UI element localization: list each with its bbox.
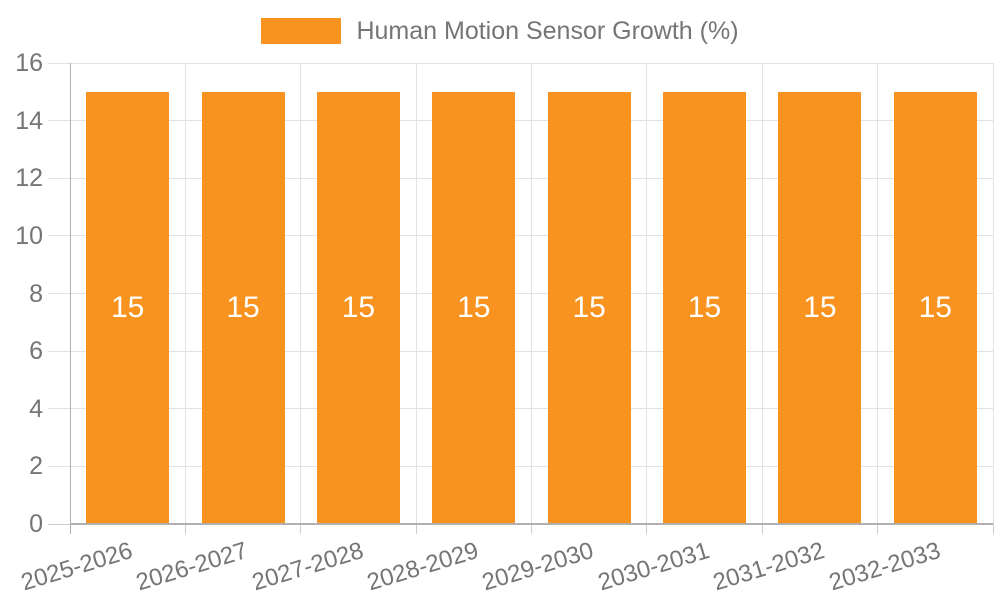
x-tick xyxy=(531,524,532,534)
bar[interactable] xyxy=(201,91,285,524)
x-tick xyxy=(184,524,186,534)
y-tick-label: 8 xyxy=(29,279,43,308)
bar[interactable] xyxy=(778,91,862,524)
y-tick-label: 14 xyxy=(15,106,43,135)
bar-value-label: 15 xyxy=(918,290,952,324)
y-tick-label: 10 xyxy=(15,221,43,250)
y-gridline xyxy=(48,177,993,179)
y-gridline xyxy=(48,235,993,237)
v-gridline xyxy=(184,63,186,524)
v-gridline xyxy=(761,63,763,524)
x-tick-label: 2030-2031 xyxy=(594,537,713,597)
x-tick-label: 2025-2026 xyxy=(17,537,136,597)
v-gridline xyxy=(877,63,879,524)
y-gridline xyxy=(48,120,993,122)
bar[interactable] xyxy=(547,91,631,524)
x-tick-label: 2031-2032 xyxy=(710,537,828,597)
y-tick-label: 12 xyxy=(15,164,43,193)
v-gridline xyxy=(415,63,417,524)
legend-label: Human Motion Sensor Growth (%) xyxy=(356,17,739,45)
y-tick-label: 2 xyxy=(29,452,43,481)
bar-value-label: 15 xyxy=(803,290,837,324)
x-tick xyxy=(761,524,763,534)
x-tick xyxy=(415,524,417,534)
y-gridline xyxy=(48,408,993,410)
y-gridline xyxy=(48,62,993,64)
x-tick-label: 2029-2030 xyxy=(479,537,598,597)
x-tick xyxy=(300,524,302,534)
bar[interactable] xyxy=(893,91,977,524)
legend[interactable]: Human Motion Sensor Growth (%) xyxy=(0,16,1000,46)
x-tick-label: 2026-2027 xyxy=(133,537,251,597)
x-axis-line xyxy=(70,523,993,525)
bar-value-label: 15 xyxy=(226,290,260,324)
y-axis-line xyxy=(69,63,71,534)
bar-value-label: 15 xyxy=(457,290,491,324)
v-gridline xyxy=(646,63,648,524)
bar[interactable] xyxy=(663,91,747,524)
legend-swatch-icon xyxy=(261,18,342,44)
bar-value-label: 15 xyxy=(572,290,606,324)
x-tick xyxy=(646,524,648,534)
v-gridline xyxy=(992,63,994,524)
y-tick-label: 0 xyxy=(29,510,43,538)
y-gridline xyxy=(48,350,993,352)
v-gridline xyxy=(300,63,302,524)
y-gridline xyxy=(48,523,70,525)
x-tick-label: 2027-2028 xyxy=(248,537,367,597)
bar-value-label: 15 xyxy=(111,290,145,324)
bar-value-label: 15 xyxy=(687,290,722,324)
x-tick xyxy=(992,524,994,534)
y-tick-label: 6 xyxy=(29,337,43,366)
x-tick-label: 2028-2029 xyxy=(364,537,482,597)
bar[interactable] xyxy=(316,91,400,524)
y-tick-label: 4 xyxy=(29,394,43,423)
x-tick xyxy=(877,524,879,534)
v-gridline xyxy=(531,63,532,524)
y-gridline xyxy=(48,293,993,294)
bar[interactable] xyxy=(432,91,516,524)
y-gridline xyxy=(48,465,993,467)
x-tick-label: 2032-2033 xyxy=(825,537,944,597)
bar-value-label: 15 xyxy=(341,290,376,324)
y-tick-label: 16 xyxy=(15,49,43,77)
bar[interactable] xyxy=(86,91,170,524)
